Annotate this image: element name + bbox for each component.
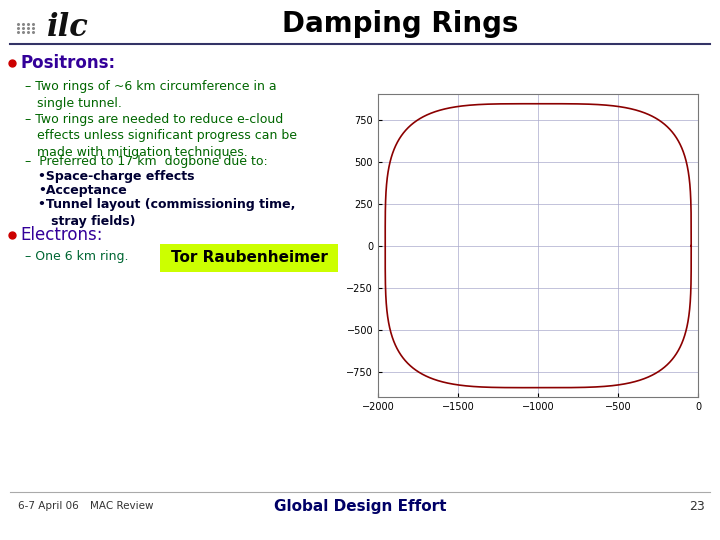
Text: •Acceptance: •Acceptance bbox=[38, 184, 127, 197]
Text: – Two rings of ~6 km circumference in a
   single tunnel.: – Two rings of ~6 km circumference in a … bbox=[25, 80, 276, 110]
Text: 6-7 April 06: 6-7 April 06 bbox=[18, 501, 78, 511]
Text: Damping Rings: Damping Rings bbox=[282, 10, 518, 38]
Text: Positrons:: Positrons: bbox=[20, 54, 115, 72]
Text: •Space-charge effects: •Space-charge effects bbox=[38, 170, 194, 183]
Text: – One 6 km ring.: – One 6 km ring. bbox=[25, 250, 128, 263]
Text: – Two rings are needed to reduce e-cloud
   effects unless significant progress : – Two rings are needed to reduce e-cloud… bbox=[25, 113, 297, 159]
Text: •Tunnel layout (commissioning time,
   stray fields): •Tunnel layout (commissioning time, stra… bbox=[38, 198, 295, 227]
Text: Global Design Effort: Global Design Effort bbox=[274, 498, 446, 514]
Text: 23: 23 bbox=[689, 500, 705, 512]
Text: ilc: ilc bbox=[47, 12, 89, 44]
Text: MAC Review: MAC Review bbox=[90, 501, 153, 511]
Text: Electrons:: Electrons: bbox=[20, 226, 102, 244]
Text: Tor Raubenheimer: Tor Raubenheimer bbox=[171, 251, 328, 266]
FancyBboxPatch shape bbox=[160, 244, 338, 272]
Text: –  Preferred to 17 km  dogbone due to:: – Preferred to 17 km dogbone due to: bbox=[25, 155, 268, 168]
